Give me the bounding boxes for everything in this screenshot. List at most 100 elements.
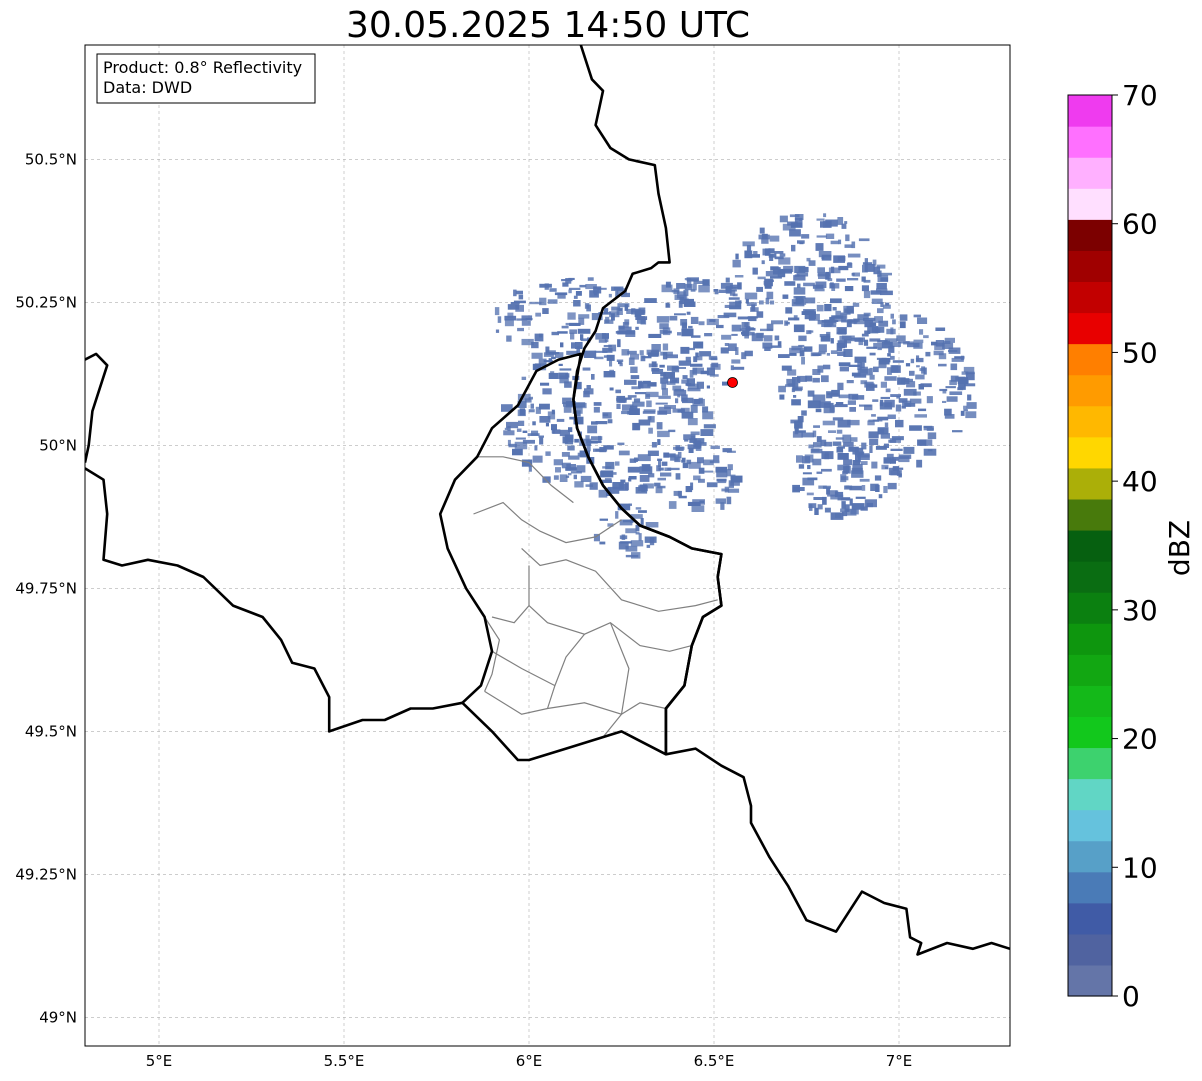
echo-cell: [960, 410, 965, 416]
echo-cell: [663, 452, 670, 458]
echo-cell: [506, 335, 512, 342]
echo-cell: [630, 375, 640, 379]
echo-cell: [660, 377, 669, 384]
echo-cell: [851, 272, 855, 276]
echo-cell: [566, 464, 576, 471]
echo-cell: [829, 283, 840, 289]
colorbar-segment: [1068, 219, 1112, 251]
echo-cell: [838, 394, 850, 399]
echo-cell: [568, 289, 572, 294]
echo-cell: [681, 322, 687, 329]
echo-cell: [619, 519, 633, 526]
echo-cell: [616, 359, 624, 362]
echo-cell: [517, 409, 526, 417]
echo-cell: [658, 395, 671, 399]
echo-cell: [759, 227, 765, 234]
echo-cell: [658, 467, 664, 471]
echo-cell: [873, 266, 881, 275]
echo-cell: [625, 528, 637, 534]
echo-cell: [902, 400, 912, 407]
echo-cell: [688, 325, 693, 329]
echo-cell: [515, 304, 524, 312]
echo-region: [494, 277, 648, 367]
echo-cell: [855, 454, 861, 463]
echo-cell: [559, 474, 568, 482]
echo-cell: [818, 251, 832, 258]
echo-cell: [517, 327, 524, 332]
echo-cell: [950, 363, 958, 371]
echo-cell: [835, 402, 844, 405]
lat-tick-label: 50.25°N: [15, 293, 77, 311]
echo-cell: [573, 474, 577, 480]
echo-cell: [709, 319, 716, 322]
echo-cell: [678, 495, 687, 499]
echo-cell: [627, 466, 640, 473]
echo-cell: [684, 283, 693, 291]
echo-cell: [565, 373, 570, 378]
echo-cell: [842, 434, 852, 443]
echo-cell: [512, 448, 523, 456]
echo-cell: [646, 349, 659, 355]
echo-cell: [748, 316, 757, 322]
echo-cell: [764, 346, 771, 351]
echo-cell: [797, 416, 804, 423]
echo-cell: [925, 351, 931, 357]
echo-cell: [838, 328, 846, 335]
echo-cell: [709, 374, 719, 377]
echo-cell: [791, 388, 795, 393]
echo-cell: [531, 430, 539, 436]
echo-cell: [604, 337, 609, 343]
echo-cell: [821, 256, 825, 259]
echo-cell: [647, 416, 652, 421]
echo-cell: [934, 342, 945, 351]
echo-cell: [659, 364, 665, 368]
echo-cell: [618, 326, 632, 334]
echo-cell: [618, 450, 630, 456]
echo-cell: [895, 404, 902, 412]
echo-cell: [855, 496, 866, 499]
echo-cell: [837, 351, 846, 356]
echo-cell: [521, 459, 533, 467]
echo-cell: [831, 389, 840, 396]
echo-cell: [687, 388, 701, 392]
echo-cell: [877, 308, 884, 314]
echo-cell: [728, 488, 740, 493]
echo-cell: [821, 375, 829, 383]
echo-cell: [608, 293, 612, 298]
echo-cell: [792, 431, 803, 438]
echo-cell: [579, 284, 587, 288]
echo-cell: [814, 507, 819, 515]
echo-cell: [808, 260, 816, 266]
echo-cell: [898, 456, 910, 463]
echo-cell: [917, 317, 928, 324]
echo-cell: [798, 335, 807, 342]
echo-cell: [586, 385, 591, 389]
echo-cell: [686, 311, 691, 315]
echo-cell: [660, 372, 666, 377]
echo-cell: [698, 321, 705, 326]
echo-cell: [823, 213, 827, 218]
echo-cell: [621, 349, 630, 356]
echo-cell: [540, 382, 550, 386]
colorbar-segment: [1068, 778, 1112, 811]
echo-cell: [778, 354, 790, 358]
echo-cell: [517, 393, 531, 401]
echo-cell: [830, 338, 834, 344]
echo-cell: [863, 279, 871, 283]
echo-cell: [668, 501, 677, 509]
echo-cell: [756, 311, 764, 318]
echo-cell: [802, 472, 812, 475]
echo-cell: [779, 268, 792, 274]
echo-cell: [507, 439, 511, 446]
echo-cell: [673, 389, 687, 396]
echo-cell: [808, 503, 817, 509]
echo-cell: [858, 337, 864, 346]
echo-cell: [713, 289, 719, 292]
echo-cell: [648, 473, 655, 478]
echo-cell: [617, 339, 621, 348]
echo-cell: [830, 240, 839, 245]
echo-cell: [598, 312, 611, 315]
echo-cell: [634, 313, 640, 317]
echo-cell: [742, 330, 750, 337]
echo-cell: [615, 290, 619, 298]
